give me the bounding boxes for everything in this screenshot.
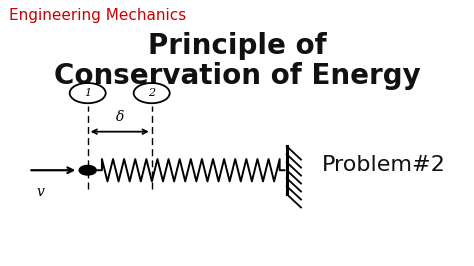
Circle shape — [79, 165, 96, 175]
Text: δ: δ — [116, 110, 124, 124]
Text: 1: 1 — [84, 88, 91, 98]
Text: Principle of
Conservation of Energy: Principle of Conservation of Energy — [54, 32, 420, 90]
Text: v: v — [36, 185, 44, 199]
Text: 2: 2 — [148, 88, 155, 98]
Text: Engineering Mechanics: Engineering Mechanics — [9, 8, 187, 23]
Text: Problem#2: Problem#2 — [322, 155, 446, 175]
